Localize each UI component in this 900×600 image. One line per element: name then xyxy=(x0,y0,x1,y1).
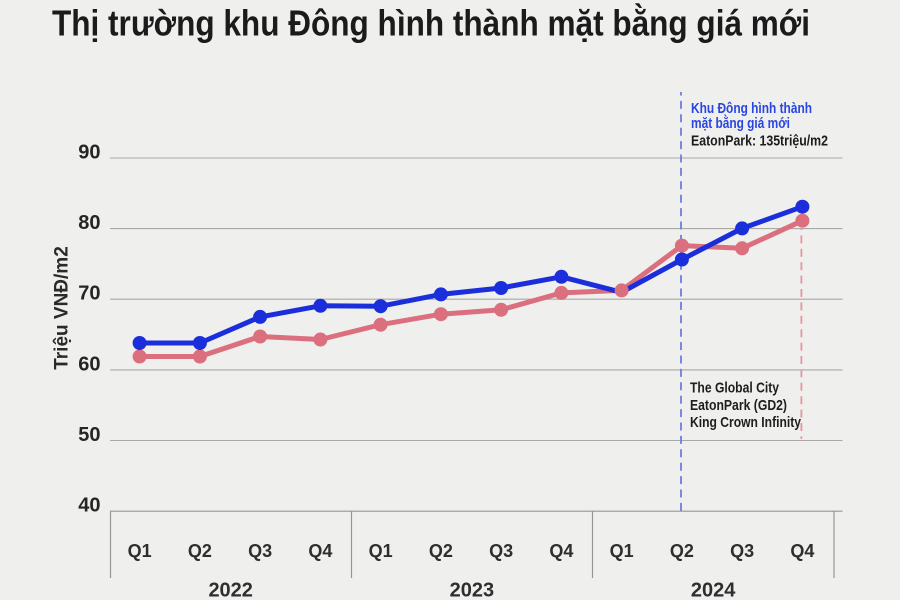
svg-text:80: 80 xyxy=(78,212,100,234)
svg-text:Q1: Q1 xyxy=(610,541,634,561)
svg-text:60: 60 xyxy=(78,353,100,375)
svg-text:EatonPark: 135triệu/m2: EatonPark: 135triệu/m2 xyxy=(691,133,828,150)
svg-text:Q3: Q3 xyxy=(248,541,272,561)
svg-text:Q3: Q3 xyxy=(730,541,754,561)
svg-text:Q2: Q2 xyxy=(670,541,694,561)
svg-text:King Crown Infinity: King Crown Infinity xyxy=(690,414,802,431)
svg-text:The Global City: The Global City xyxy=(690,380,780,397)
svg-text:90: 90 xyxy=(78,141,100,163)
svg-text:Khu Đông hình thành: Khu Đông hình thành xyxy=(691,100,812,117)
svg-text:EatonPark (GD2): EatonPark (GD2) xyxy=(690,397,787,414)
svg-text:2022: 2022 xyxy=(208,580,253,600)
svg-text:Thị trường khu Đông hình thành: Thị trường khu Đông hình thành mặt bằng … xyxy=(52,2,810,44)
svg-text:Q4: Q4 xyxy=(549,541,573,561)
svg-text:Q1: Q1 xyxy=(128,541,152,561)
svg-text:50: 50 xyxy=(78,424,100,446)
svg-text:Q4: Q4 xyxy=(790,541,814,561)
svg-text:2023: 2023 xyxy=(450,580,495,600)
svg-text:70: 70 xyxy=(78,283,100,305)
svg-text:Q1: Q1 xyxy=(369,541,393,561)
svg-text:Q2: Q2 xyxy=(429,541,453,561)
svg-text:40: 40 xyxy=(78,495,100,517)
svg-text:2024: 2024 xyxy=(691,580,736,600)
svg-text:Q4: Q4 xyxy=(308,541,332,561)
svg-text:Q2: Q2 xyxy=(188,541,212,561)
svg-text:mặt bằng giá mới: mặt bằng giá mới xyxy=(691,114,790,132)
svg-text:Q3: Q3 xyxy=(489,541,513,561)
svg-text:Triệu VNĐ/m2: Triệu VNĐ/m2 xyxy=(52,246,73,370)
